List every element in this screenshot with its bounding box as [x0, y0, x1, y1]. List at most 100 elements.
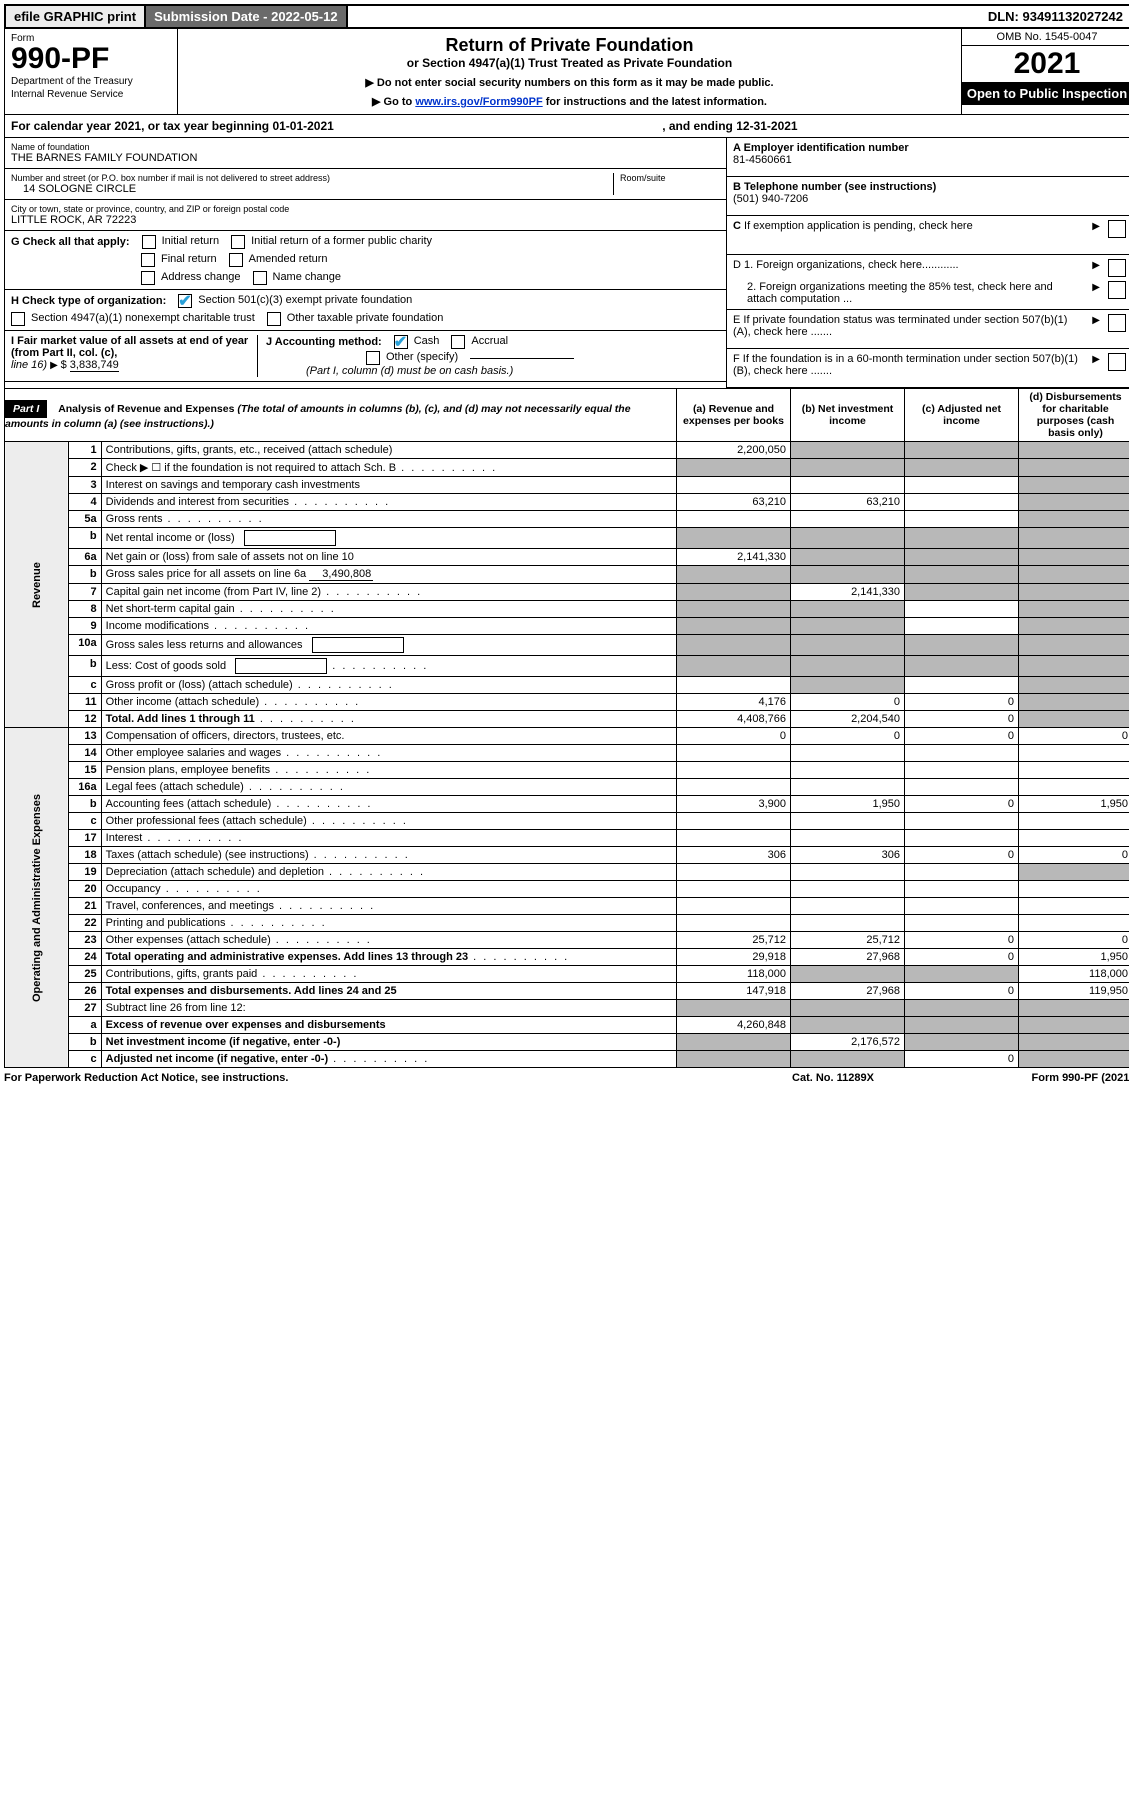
amount-cell — [791, 459, 905, 477]
amount-cell: 0 — [791, 728, 905, 745]
row-number: c — [68, 1051, 101, 1068]
checkbox-501c3[interactable] — [178, 294, 192, 308]
row-number: 4 — [68, 494, 101, 511]
amount-cell — [677, 1000, 791, 1017]
section-c: C If exemption application is pending, c… — [727, 216, 1129, 255]
checkbox-final-return[interactable] — [141, 253, 155, 267]
amount-cell — [791, 618, 905, 635]
form-subtitle: or Section 4947(a)(1) Trust Treated as P… — [186, 56, 953, 70]
amount-cell — [905, 1000, 1019, 1017]
checkbox-address-change[interactable] — [141, 271, 155, 285]
g-opt: Initial return of a former public charit… — [251, 235, 432, 247]
h-opt1: Section 501(c)(3) exempt private foundat… — [198, 294, 412, 306]
amount-cell — [677, 656, 791, 677]
amount-cell — [791, 477, 905, 494]
table-row: cAdjusted net income (if negative, enter… — [5, 1051, 1129, 1068]
f-label: F If the foundation is in a 60-month ter… — [733, 353, 1084, 377]
amount-cell — [677, 898, 791, 915]
checkbox-initial-return[interactable] — [142, 235, 156, 249]
g-opt: Name change — [273, 271, 342, 283]
h-opt2: Section 4947(a)(1) nonexempt charitable … — [31, 312, 255, 324]
col-c-header: (c) Adjusted net income — [905, 389, 1019, 442]
row-description: Interest on savings and temporary cash i… — [101, 477, 676, 494]
checkbox-c[interactable] — [1108, 220, 1126, 238]
footer-left: For Paperwork Reduction Act Notice, see … — [4, 1072, 733, 1084]
table-row: 18Taxes (attach schedule) (see instructi… — [5, 847, 1129, 864]
amount-cell — [905, 584, 1019, 601]
row-number: 19 — [68, 864, 101, 881]
row-description: Net investment income (if negative, ente… — [101, 1034, 676, 1051]
c-label: If exemption application is pending, che… — [744, 220, 973, 232]
amount-cell — [905, 830, 1019, 847]
row-description: Total expenses and disbursements. Add li… — [101, 983, 676, 1000]
amount-cell — [791, 966, 905, 983]
amount-cell — [1019, 915, 1129, 932]
checkbox-4947a1[interactable] — [11, 312, 25, 326]
amount-cell — [1019, 635, 1129, 656]
amount-cell — [1019, 494, 1129, 511]
checkbox-amended-return[interactable] — [229, 253, 243, 267]
g-opt: Final return — [161, 253, 217, 265]
top-bar: efile GRAPHIC print Submission Date - 20… — [4, 4, 1129, 29]
row-number: 10a — [68, 635, 101, 656]
amount-cell — [791, 528, 905, 549]
amount-cell — [905, 1034, 1019, 1051]
row-number: 7 — [68, 584, 101, 601]
table-row: bNet rental income or (loss) — [5, 528, 1129, 549]
amount-cell — [1019, 528, 1129, 549]
footer-right: Form 990-PF (2021) — [933, 1072, 1129, 1084]
checkbox-f[interactable] — [1108, 353, 1126, 371]
checkbox-name-change[interactable] — [253, 271, 267, 285]
top-spacer — [348, 6, 980, 27]
row-description: Adjusted net income (if negative, enter … — [101, 1051, 676, 1068]
table-row: 7Capital gain net income (from Part IV, … — [5, 584, 1129, 601]
amount-cell — [677, 779, 791, 796]
checkbox-other-taxable[interactable] — [267, 312, 281, 326]
table-row: 19Depreciation (attach schedule) and dep… — [5, 864, 1129, 881]
j-other: Other (specify) — [386, 351, 458, 363]
row-description: Check ▶ ☐ if the foundation is not requi… — [101, 459, 676, 477]
header-note-2: ▶ Go to www.irs.gov/Form990PF for instru… — [186, 95, 953, 108]
checkbox-accrual[interactable] — [451, 335, 465, 349]
row-number: b — [68, 528, 101, 549]
amount-cell: 0 — [905, 694, 1019, 711]
col-b-header: (b) Net investment income — [791, 389, 905, 442]
amount-cell — [791, 1017, 905, 1034]
table-row: 5aGross rents — [5, 511, 1129, 528]
row-number: 25 — [68, 966, 101, 983]
amount-cell — [791, 881, 905, 898]
row-description: Total operating and administrative expen… — [101, 949, 676, 966]
amount-cell — [905, 881, 1019, 898]
row-description: Gross rents — [101, 511, 676, 528]
amount-cell — [791, 635, 905, 656]
amount-cell — [1019, 549, 1129, 566]
row-number: b — [68, 796, 101, 813]
amount-cell — [677, 601, 791, 618]
table-row: Operating and Administrative Expenses13C… — [5, 728, 1129, 745]
amount-cell — [677, 528, 791, 549]
amount-cell — [677, 1051, 791, 1068]
dept-irs: Internal Revenue Service — [11, 89, 171, 100]
row-description: Net gain or (loss) from sale of assets n… — [101, 549, 676, 566]
row-number: 9 — [68, 618, 101, 635]
efile-label: efile GRAPHIC print — [6, 6, 146, 27]
table-row: 21Travel, conferences, and meetings — [5, 898, 1129, 915]
amount-cell: 25,712 — [791, 932, 905, 949]
checkbox-e[interactable] — [1108, 314, 1126, 332]
side-label-expenses: Operating and Administrative Expenses — [5, 728, 69, 1068]
row-description: Subtract line 26 from line 12: — [101, 1000, 676, 1017]
amount-cell — [791, 898, 905, 915]
table-row: 22Printing and publications — [5, 915, 1129, 932]
checkbox-d1[interactable] — [1108, 259, 1126, 277]
checkbox-other-method[interactable] — [366, 351, 380, 365]
checkbox-d2[interactable] — [1108, 281, 1126, 299]
checkbox-initial-former[interactable] — [231, 235, 245, 249]
amount-cell — [1019, 779, 1129, 796]
row-description: Legal fees (attach schedule) — [101, 779, 676, 796]
row-number: c — [68, 813, 101, 830]
form-link[interactable]: www.irs.gov/Form990PF — [415, 96, 542, 108]
amount-cell — [905, 566, 1019, 584]
checkbox-cash[interactable] — [394, 335, 408, 349]
row-description: Excess of revenue over expenses and disb… — [101, 1017, 676, 1034]
amount-cell — [791, 1051, 905, 1068]
